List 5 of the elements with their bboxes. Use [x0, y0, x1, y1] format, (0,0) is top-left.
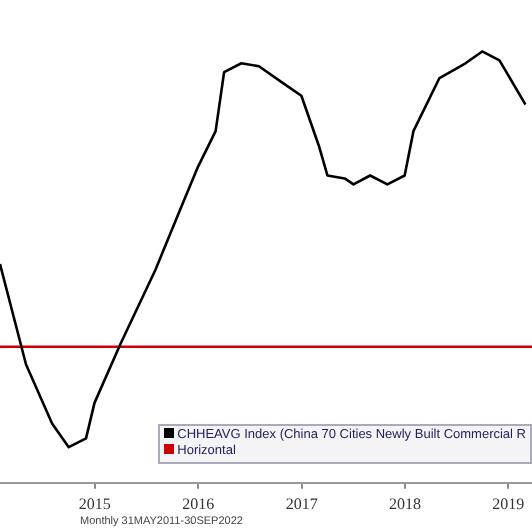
x-tick-label: 2017 [285, 494, 318, 513]
x-tick-label: 2016 [182, 494, 215, 513]
x-tick-label: 2018 [388, 494, 421, 513]
x-tick-label: 2015 [78, 494, 111, 513]
x-tick-label: 2019 [492, 494, 525, 513]
